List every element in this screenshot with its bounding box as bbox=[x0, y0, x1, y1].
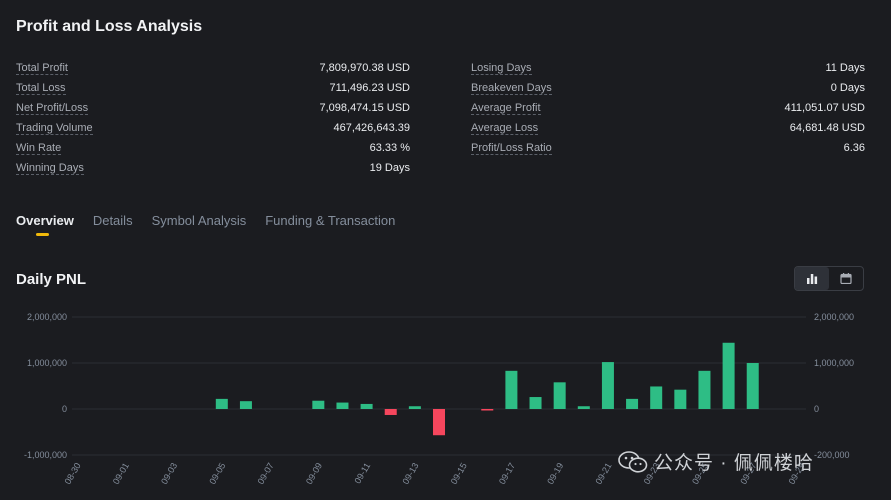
x-tick-label: 09-19 bbox=[545, 461, 565, 486]
pnl-bar bbox=[215, 398, 228, 409]
stat-row-average-loss: Average Loss 64,681.48 USD bbox=[471, 118, 865, 138]
stat-value: 11 Days bbox=[825, 62, 865, 74]
stat-row-winning-days: Winning Days 19 Days bbox=[16, 158, 410, 178]
tab-bar: Overview Details Symbol Analysis Funding… bbox=[16, 213, 396, 236]
bar-view-button[interactable] bbox=[795, 267, 829, 290]
stat-label[interactable]: Winning Days bbox=[16, 161, 84, 175]
y-tick-label-right: 2,000,000 bbox=[814, 312, 854, 322]
stat-value: 711,496.23 USD bbox=[329, 82, 410, 94]
pnl-bar bbox=[481, 409, 494, 411]
x-tick-label: 09-15 bbox=[449, 461, 469, 486]
daily-pnl-chart: 2,000,000 1,000,000 0 -1,000,000 2,000,000 1,… bbox=[24, 312, 854, 486]
stat-label[interactable]: Total Loss bbox=[16, 81, 66, 95]
pnl-bar bbox=[529, 397, 542, 409]
stat-value: 467,426,643.39 bbox=[333, 122, 410, 134]
y-tick-label-right: 0 bbox=[814, 404, 819, 414]
stat-row-losing-days: Losing Days 11 Days bbox=[471, 58, 865, 78]
view-toggle bbox=[794, 266, 864, 291]
x-tick-label: 09-13 bbox=[400, 461, 420, 486]
stat-row-total-loss: Total Loss 711,496.23 USD bbox=[16, 78, 410, 98]
stat-label[interactable]: Net Profit/Loss bbox=[16, 101, 89, 115]
tab-overview[interactable]: Overview bbox=[16, 213, 74, 236]
stat-value: 7,098,474.15 USD bbox=[319, 102, 410, 114]
stat-value: 411,051.07 USD bbox=[784, 102, 865, 114]
stat-value: 64,681.48 USD bbox=[789, 122, 865, 134]
daily-pnl-title: Daily PNL bbox=[16, 271, 87, 288]
pnl-bar bbox=[312, 400, 325, 409]
x-tick-label: 09-03 bbox=[159, 461, 179, 486]
stat-row-average-profit: Average Profit 411,051.07 USD bbox=[471, 98, 865, 118]
y-tick-label-left: 0 bbox=[62, 404, 67, 414]
stat-value: 7,809,970.38 USD bbox=[319, 62, 410, 74]
pnl-bar bbox=[650, 386, 663, 409]
calendar-icon bbox=[840, 273, 852, 284]
stat-label[interactable]: Profit/Loss Ratio bbox=[471, 141, 552, 155]
pnl-bar bbox=[360, 403, 373, 409]
x-tick-label: 09-01 bbox=[111, 461, 131, 486]
y-tick-label-left: 2,000,000 bbox=[27, 312, 67, 322]
watermark: 公众号 · 佩佩楼哈 bbox=[618, 448, 814, 475]
x-tick-label: 09-05 bbox=[207, 461, 227, 486]
stat-row-trading-volume: Trading Volume 467,426,643.39 bbox=[16, 118, 410, 138]
y-tick-label-right: 1,000,000 bbox=[814, 358, 854, 368]
bar-chart-icon bbox=[807, 274, 818, 284]
pnl-bar bbox=[698, 370, 711, 409]
y-tick-label-left: -1,000,000 bbox=[24, 450, 67, 460]
x-tick-label: 09-17 bbox=[497, 461, 517, 486]
stat-label[interactable]: Losing Days bbox=[471, 61, 532, 75]
stat-label[interactable]: Win Rate bbox=[16, 141, 62, 155]
pnl-bar bbox=[674, 389, 687, 409]
x-tick-label: 08-30 bbox=[63, 461, 83, 486]
pnl-bar bbox=[505, 370, 518, 409]
x-tick-label: 09-07 bbox=[256, 461, 276, 486]
tab-details[interactable]: Details bbox=[92, 213, 133, 228]
stat-label[interactable]: Breakeven Days bbox=[471, 81, 552, 95]
pnl-bar bbox=[746, 363, 759, 409]
stats-left-column: Total Profit 7,809,970.38 USD Total Loss… bbox=[16, 58, 410, 178]
pnl-bar bbox=[626, 398, 639, 409]
y-tick-label-left: 1,000,000 bbox=[27, 358, 67, 368]
stat-label[interactable]: Total Profit bbox=[16, 61, 68, 75]
stat-value: 19 Days bbox=[369, 162, 410, 174]
stat-row-win-rate: Win Rate 63.33 % bbox=[16, 138, 410, 158]
stat-label[interactable]: Average Loss bbox=[471, 121, 539, 135]
stat-value: 0 Days bbox=[830, 82, 865, 94]
page-title: Profit and Loss Analysis bbox=[16, 18, 203, 35]
pnl-bar bbox=[601, 362, 614, 409]
pnl-bar bbox=[553, 382, 566, 409]
stat-label[interactable]: Average Profit bbox=[471, 101, 541, 115]
stat-row-total-profit: Total Profit 7,809,970.38 USD bbox=[16, 58, 410, 78]
watermark-text: 公众号 · 佩佩楼哈 bbox=[654, 453, 814, 474]
stat-value: 63.33 % bbox=[369, 142, 410, 154]
stat-row-breakeven-days: Breakeven Days 0 Days bbox=[471, 78, 865, 98]
x-tick-label: 09-21 bbox=[593, 461, 613, 486]
y-tick-label-right: -200,000 bbox=[814, 450, 850, 460]
tab-symbol-analysis[interactable]: Symbol Analysis bbox=[151, 213, 247, 228]
stat-label[interactable]: Trading Volume bbox=[16, 121, 93, 135]
pnl-bar bbox=[336, 402, 349, 409]
stats-right-column: Losing Days 11 Days Breakeven Days 0 Day… bbox=[471, 58, 865, 158]
pnl-bar bbox=[433, 409, 445, 436]
pnl-bar bbox=[577, 406, 590, 409]
x-tick-label: 09-09 bbox=[304, 461, 324, 486]
tab-funding-transaction[interactable]: Funding & Transaction bbox=[265, 213, 396, 228]
pnl-bar bbox=[722, 342, 735, 409]
stat-value: 6.36 bbox=[843, 142, 865, 154]
pnl-bar bbox=[239, 401, 252, 409]
stat-row-net-profit-loss: Net Profit/Loss 7,098,474.15 USD bbox=[16, 98, 410, 118]
calendar-view-button[interactable] bbox=[829, 267, 863, 290]
pnl-bar bbox=[408, 406, 421, 409]
stat-row-profit-loss-ratio: Profit/Loss Ratio 6.36 bbox=[471, 138, 865, 158]
pnl-bar bbox=[384, 409, 397, 415]
wechat-icon bbox=[618, 450, 648, 473]
x-tick-label: 09-11 bbox=[352, 461, 372, 485]
